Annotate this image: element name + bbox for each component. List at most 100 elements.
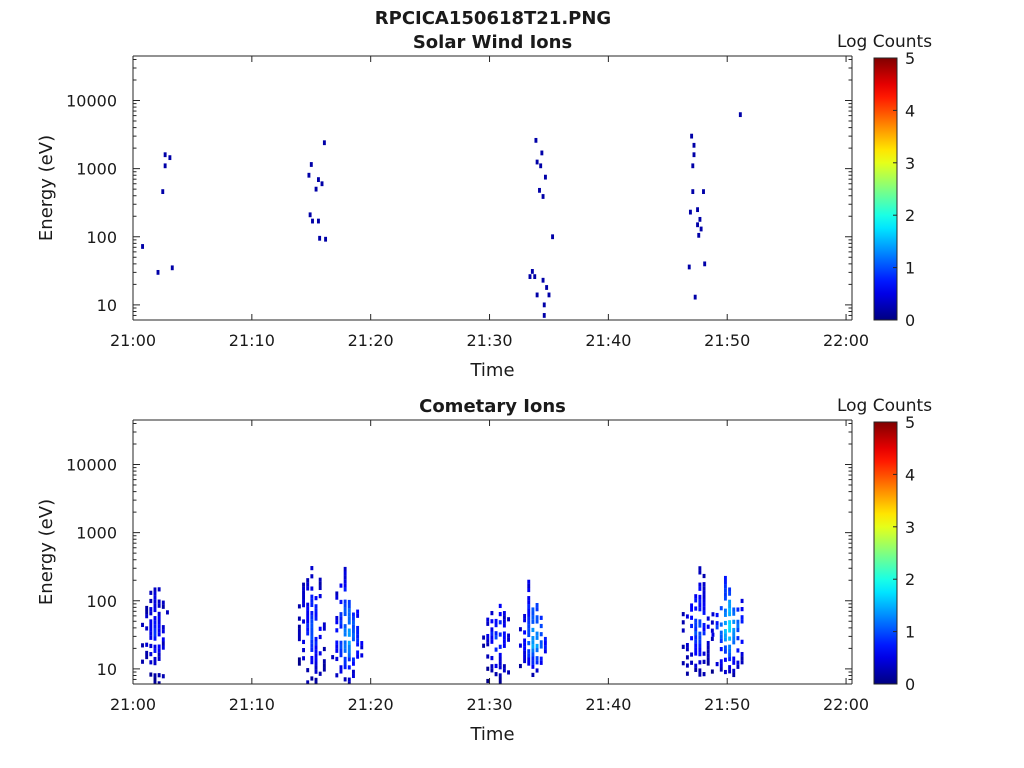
y-tick-label: 10 — [97, 660, 117, 679]
count-cell — [161, 637, 165, 642]
count-cell — [314, 649, 318, 654]
count-cell — [494, 622, 498, 628]
count-cell — [706, 624, 710, 629]
count-cell — [356, 642, 360, 647]
count-cell — [740, 607, 744, 612]
count-cell — [343, 656, 347, 662]
count-cell — [149, 631, 153, 636]
count-cell — [322, 659, 326, 664]
count-cell — [352, 624, 355, 629]
count-cell — [306, 602, 310, 607]
count-cell — [324, 236, 328, 242]
count-cell — [339, 648, 343, 654]
count-cell — [153, 595, 157, 600]
count-cell — [335, 656, 339, 662]
count-cell — [694, 643, 698, 648]
count-cell — [314, 661, 318, 666]
count-cell — [157, 656, 161, 661]
count-cell — [161, 674, 165, 679]
count-cell — [702, 590, 706, 595]
count-cell — [314, 636, 318, 642]
colorbar-tick-label: 5 — [905, 49, 915, 68]
count-cell — [486, 633, 490, 639]
count-cell — [145, 626, 149, 631]
count-cell — [539, 640, 543, 645]
count-cell — [145, 642, 149, 647]
count-cell — [543, 641, 547, 646]
count-cell — [697, 232, 701, 238]
count-cell — [352, 657, 355, 662]
count-cell — [352, 616, 355, 621]
count-cell — [490, 611, 494, 616]
count-cell — [320, 181, 324, 187]
count-cell — [723, 637, 727, 642]
colorbar-tick-label: 1 — [905, 259, 915, 278]
count-cell — [347, 608, 351, 613]
count-cell — [531, 615, 535, 620]
count-cell — [541, 277, 545, 283]
count-cell — [490, 619, 494, 624]
count-cell — [153, 656, 157, 662]
count-cell — [539, 656, 543, 661]
count-cell — [498, 612, 502, 617]
count-cell — [523, 642, 527, 647]
colorbar-tick-label: 2 — [905, 570, 915, 589]
count-cell — [314, 677, 318, 682]
count-cell — [318, 235, 322, 241]
count-cell — [719, 646, 723, 652]
count-cell — [314, 657, 318, 662]
count-cell — [698, 639, 702, 644]
count-cell — [518, 627, 522, 632]
count-cell — [331, 655, 335, 660]
count-cell — [343, 677, 347, 682]
count-cell — [498, 632, 502, 637]
count-cell — [157, 628, 161, 633]
count-cell — [728, 591, 732, 596]
count-cell — [352, 612, 355, 617]
count-cell — [302, 586, 305, 591]
count-cell — [302, 582, 305, 587]
count-cell — [310, 566, 314, 571]
count-cell — [145, 605, 149, 611]
count-cell — [694, 630, 698, 636]
count-cell — [310, 639, 314, 644]
count-cell — [706, 616, 710, 621]
count-cell — [322, 626, 326, 631]
count-cell — [314, 604, 318, 609]
count-cell — [690, 603, 694, 608]
count-cell — [306, 619, 310, 624]
count-cell — [297, 636, 301, 642]
count-cell — [702, 582, 706, 587]
count-cell — [527, 657, 531, 662]
count-cell — [318, 626, 322, 631]
count-cell — [740, 651, 744, 657]
count-cell — [702, 651, 706, 656]
count-cell — [685, 671, 689, 676]
count-cell — [343, 624, 347, 629]
count-cell — [157, 587, 161, 592]
y-axis-label: Energy (eV) — [36, 135, 57, 241]
count-cell — [157, 599, 161, 604]
count-cell — [551, 234, 555, 240]
count-cell — [732, 619, 736, 624]
count-cell — [157, 611, 161, 616]
count-cell — [681, 612, 685, 617]
count-cell — [523, 630, 527, 635]
count-cell — [297, 657, 301, 662]
count-cell — [347, 681, 351, 684]
count-cell — [736, 623, 740, 629]
count-cell — [339, 616, 343, 621]
count-cell — [318, 634, 322, 640]
colorbar-tick-label: 3 — [905, 518, 915, 537]
count-cell — [698, 643, 702, 649]
count-cell — [685, 642, 689, 648]
count-cell — [310, 631, 314, 636]
count-cell — [527, 604, 531, 609]
count-cell — [698, 594, 702, 600]
count-cell — [527, 620, 531, 625]
count-cell — [736, 619, 740, 624]
x-tick-label: 21:30 — [466, 331, 512, 350]
count-cell — [306, 606, 310, 611]
count-cell — [335, 595, 339, 600]
count-cell — [498, 652, 502, 658]
